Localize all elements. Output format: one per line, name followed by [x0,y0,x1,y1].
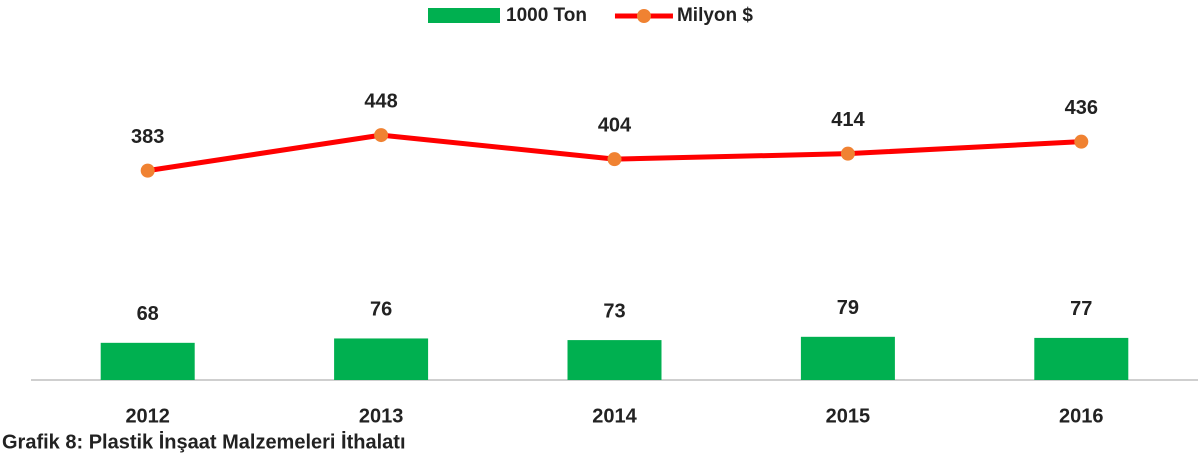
bar [1034,337,1129,380]
data-label: 76 [370,299,392,321]
data-label: 77 [1070,298,1092,320]
marker [840,146,855,161]
marker [1074,134,1089,149]
x-tick-label: 2013 [359,405,404,427]
x-tick-label: 2016 [1059,405,1104,427]
caption: Grafik 8: Plastik İnşaat Malzemeleri İth… [2,430,406,453]
marker [374,128,389,143]
marker [140,163,155,178]
legend-label: 1000 Ton [506,5,587,26]
legend-swatch [428,8,500,23]
bar [567,340,662,380]
data-label: 448 [364,90,397,112]
data-label: 79 [837,297,859,319]
marker [607,152,622,167]
bar [100,342,195,380]
x-tick-label: 2014 [592,405,637,427]
data-label: 68 [137,303,159,325]
x-tick-label: 2015 [826,405,871,427]
legend-label: Milyon $ [677,5,753,26]
data-label: 404 [598,114,632,136]
data-label: 383 [131,126,164,148]
data-label: 436 [1065,97,1098,119]
legend-marker [636,9,651,23]
data-label: 414 [831,109,865,131]
bar [800,336,895,380]
bar [334,338,429,380]
x-tick-label: 2012 [125,405,170,427]
data-label: 73 [603,300,625,322]
